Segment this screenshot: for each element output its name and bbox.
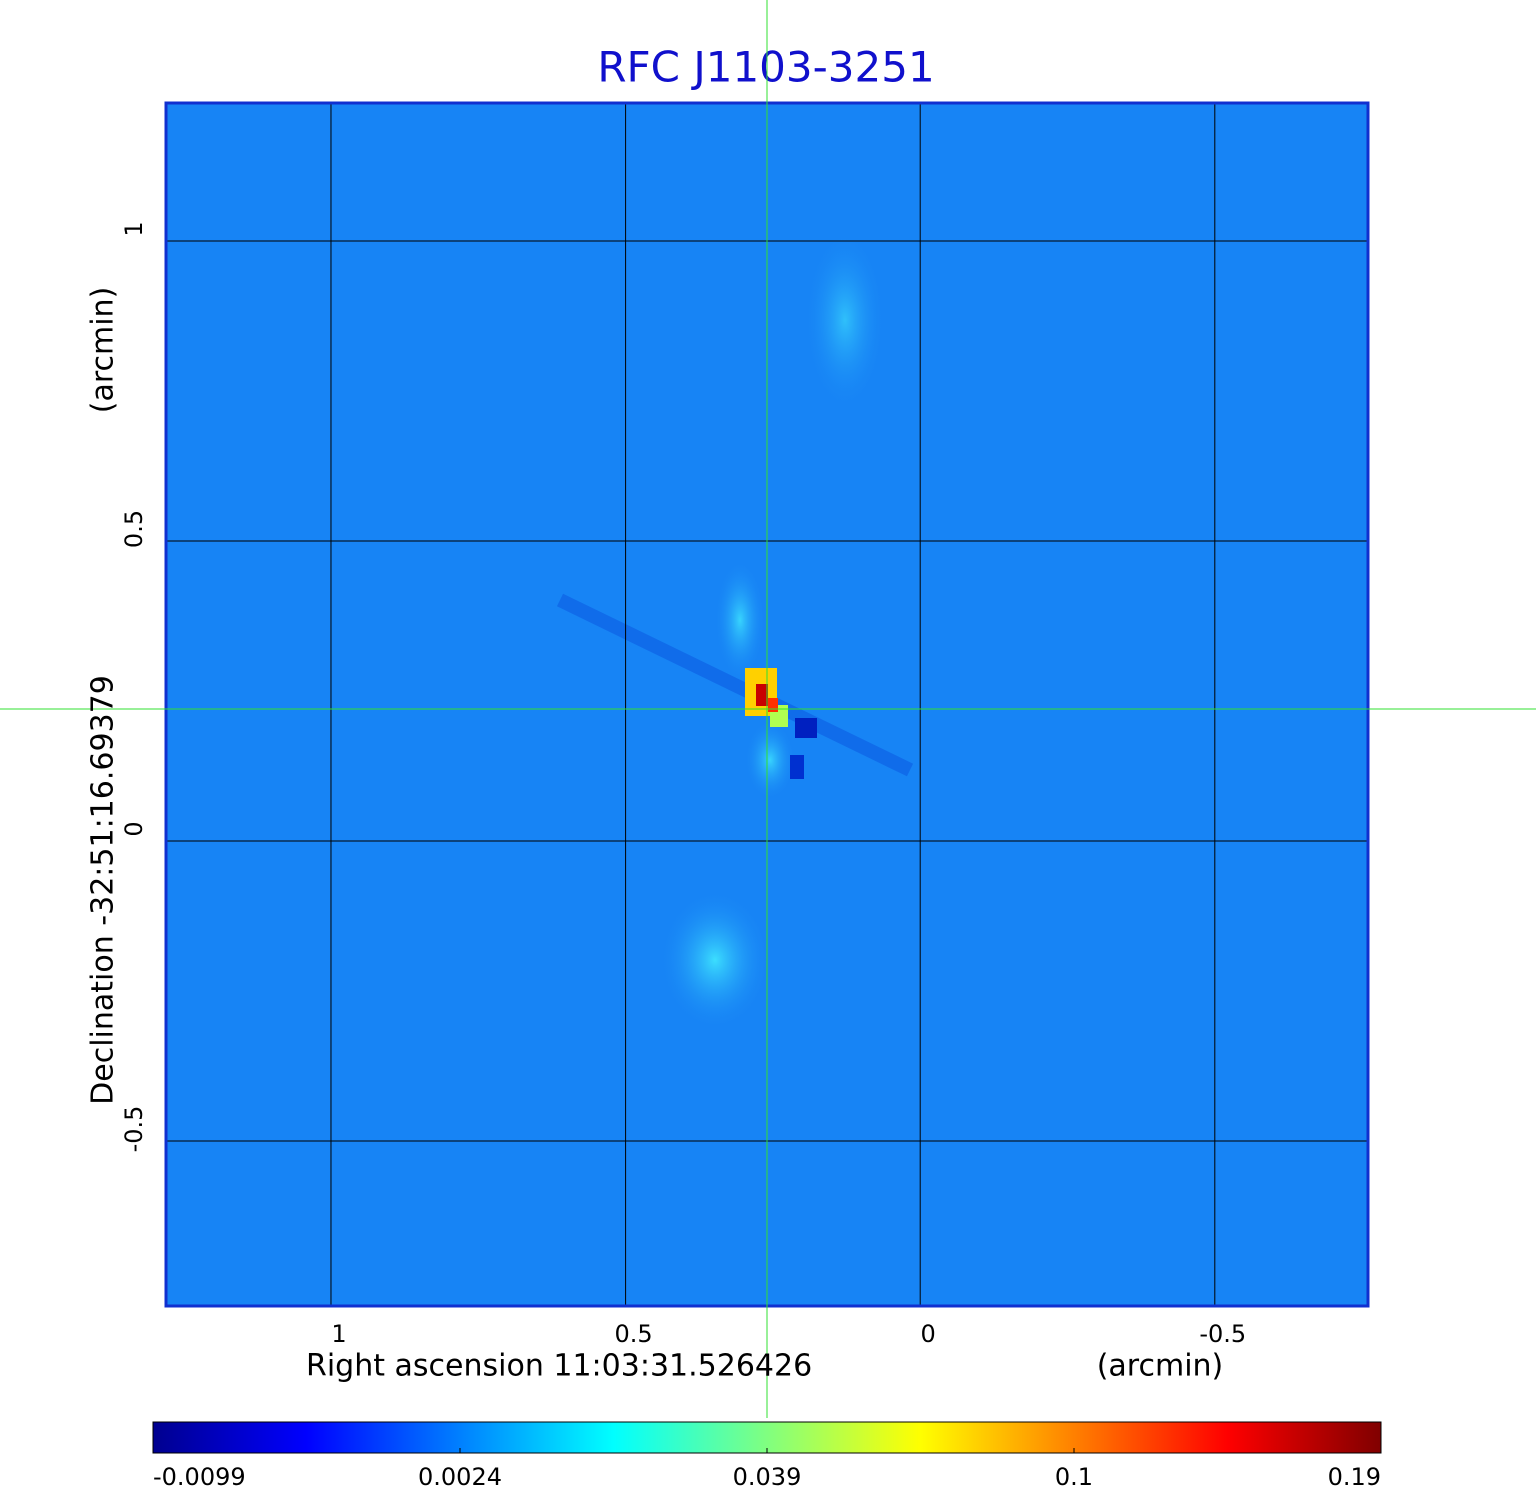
colorbar-tick-label: 0.1: [1055, 1463, 1093, 1491]
artifact: [795, 718, 817, 738]
colorbar-tick-label: 0.19: [1328, 1463, 1381, 1491]
source: [768, 698, 778, 712]
x-axis-label: Right ascension 11:03:31.526426: [306, 1349, 812, 1384]
y-tick-label: 0: [120, 821, 148, 836]
x-axis-unit: (arcmin): [1097, 1349, 1224, 1384]
source: [756, 684, 768, 706]
colorbar-tick-label: -0.0099: [153, 1463, 246, 1491]
y-axis-unit: (arcmin): [86, 287, 121, 414]
y-axis-label: Declination -32:51:16.69379: [86, 675, 121, 1105]
colorbar: [152, 1421, 1382, 1454]
artifact: [790, 755, 804, 779]
artifact: [556, 593, 914, 777]
emission: [745, 720, 795, 800]
x-tick-label: 1: [331, 1320, 346, 1348]
x-tick-label: -0.5: [1199, 1320, 1246, 1348]
x-tick-label: 0: [921, 1320, 936, 1348]
x-tick-label: 0.5: [615, 1320, 653, 1348]
emission: [805, 230, 885, 410]
emission: [715, 560, 765, 680]
colorbar-tick-label: 0.0024: [418, 1463, 502, 1491]
colorbar-tick-label: 0.039: [733, 1463, 802, 1491]
y-tick-label: -0.5: [120, 1106, 148, 1153]
y-tick-label: 1: [120, 221, 148, 236]
emission: [660, 890, 770, 1030]
chart-title: RFC J1103-3251: [597, 43, 934, 92]
y-tick-label: 0.5: [120, 510, 148, 548]
